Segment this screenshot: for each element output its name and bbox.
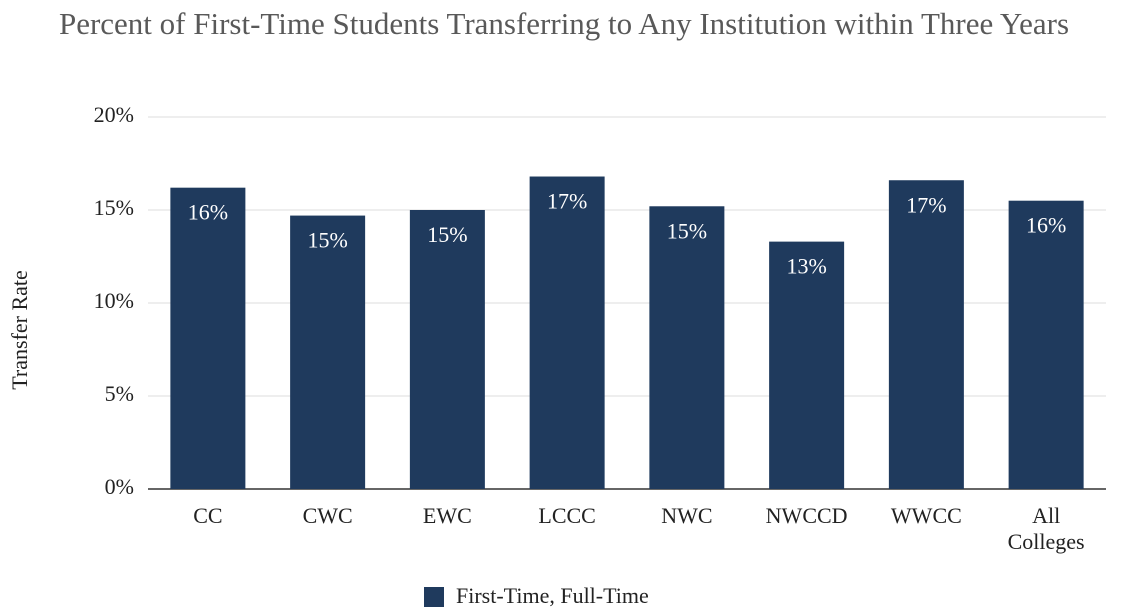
data-label: 16% <box>1026 213 1066 238</box>
chart-title: Percent of First-Time Students Transferr… <box>58 6 1070 41</box>
data-label: 16% <box>188 200 228 225</box>
bar <box>1008 200 1084 489</box>
x-tick-label: LCCC <box>538 503 596 528</box>
x-tick-label: CC <box>193 503 223 528</box>
data-label: 15% <box>667 218 707 243</box>
bar <box>409 210 485 489</box>
data-label: 15% <box>427 222 467 247</box>
data-label: 15% <box>307 228 347 253</box>
bar <box>290 215 366 489</box>
bar <box>649 206 725 489</box>
y-tick-label: 5% <box>105 381 134 406</box>
bar <box>888 180 964 490</box>
bar <box>170 187 246 489</box>
bar <box>769 241 845 489</box>
y-axis-label: Transfer Rate <box>7 270 32 390</box>
data-label: 17% <box>906 192 946 217</box>
y-tick-label: 10% <box>94 288 134 313</box>
x-tick-label: NWC <box>661 503 713 528</box>
x-tick-label: All Colleges <box>1007 503 1085 554</box>
y-tick-label: 15% <box>94 195 134 220</box>
legend-label: First-Time, Full-Time <box>456 583 649 608</box>
y-tick-label: 0% <box>105 474 134 499</box>
data-label: 17% <box>547 189 587 214</box>
bar <box>529 176 605 489</box>
y-tick-label: 20% <box>94 102 134 127</box>
x-tick-label: EWC <box>422 503 472 528</box>
data-label: 13% <box>786 254 826 279</box>
x-tick-label: NWCCD <box>765 503 848 528</box>
x-tick-label: WWCC <box>890 503 962 528</box>
x-tick-label: CWC <box>302 503 353 528</box>
legend-swatch <box>424 587 444 607</box>
